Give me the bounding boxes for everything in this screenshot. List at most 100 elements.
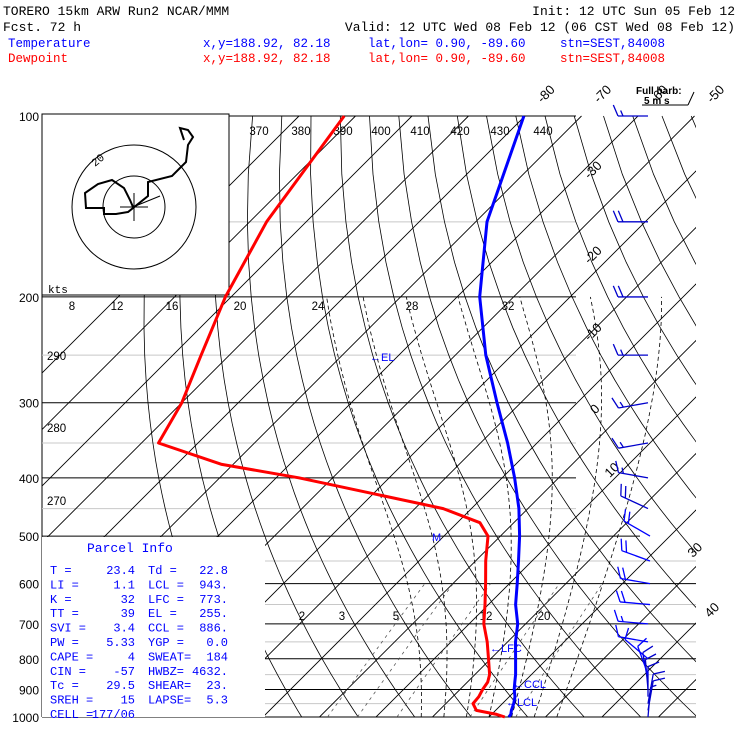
theta-label: 410: [410, 126, 429, 138]
isotherm-label: -30: [581, 158, 605, 182]
valid-time: Valid: 12 UTC Wed 08 Feb 12 (06 CST Wed …: [345, 20, 735, 35]
isotherm: [206, 226, 696, 717]
isotherm: [488, 509, 696, 717]
moist-adiabats: [326, 296, 662, 717]
wind-barb: [612, 343, 648, 356]
moist-adiabat: [457, 296, 512, 717]
isotherm: [432, 452, 696, 717]
parcel-info-cell: CIN =: [50, 665, 86, 679]
dry-adiabat: [456, 115, 696, 608]
pressure-tick-900: 900: [19, 683, 39, 697]
wind-legend-title: Full barb:: [636, 86, 682, 97]
dry-adiabat: [427, 115, 696, 663]
parcel-info-cell: 886.: [199, 622, 228, 636]
sounding-traces: [157, 115, 526, 719]
dewpoint-xy: x,y=188.92, 82.18: [203, 52, 331, 66]
wind-barb: [620, 538, 651, 562]
parcel-info-cell: 5.3: [206, 694, 228, 708]
init-time: Init: 12 UTC Sun 05 Feb 12: [532, 4, 735, 19]
parcel-info-cell: 943.: [199, 578, 228, 592]
dry-adiabat: [573, 115, 696, 386]
dewpoint-latlon: lat,lon= 0.90, -89.60: [368, 52, 526, 66]
mixing-ratio-lines: [327, 583, 603, 717]
isotherm: [375, 396, 696, 717]
parcel-info-cell: 15: [121, 694, 135, 708]
wind-barb: [615, 460, 649, 479]
theta-label: 380: [291, 126, 310, 138]
pressure-tick-200: 200: [19, 291, 39, 305]
marker-ccl: ←CCL: [513, 679, 546, 691]
parcel-info-cell: 0.0: [206, 636, 228, 650]
isotherm-label: -70: [590, 82, 614, 106]
parcel-info-cell: 29.5: [106, 679, 135, 693]
dry-adiabat: [721, 116, 740, 730]
parcel-info-cell: CAPE =: [50, 650, 93, 664]
parcel-info-cell: LCL =: [148, 578, 184, 592]
dry-adiabats: [143, 115, 740, 730]
moist-adiabat: [362, 296, 448, 717]
parcel-info-cell: T =: [50, 564, 72, 578]
isotherm-label: -20: [581, 243, 605, 267]
marker-lfc: ←LFC: [490, 643, 522, 655]
wind-barb: [620, 483, 649, 510]
parcel-info-panel: Parcel Info T = 23.4 Td = 22.8LI = 1.1 LCL = 9…: [42, 537, 265, 722]
marker-m: M: [432, 532, 441, 544]
mixing-ratio-line: [357, 583, 454, 717]
hodograph-outer-ring: [71, 144, 197, 270]
level-markers: ←EL ←LFC ←CCL ←LCL M: [370, 352, 546, 709]
theta-e-label: 20: [234, 301, 247, 313]
isotherm: [42, 115, 413, 487]
parcel-info-cell: SVI =: [50, 622, 86, 636]
dry-adiabat: [544, 115, 696, 443]
parcel-info-cell: Tc =: [50, 679, 79, 693]
moist-adiabat: [556, 296, 662, 717]
dry-adiabat: [213, 115, 359, 717]
parcel-info-cell: 773.: [199, 593, 228, 607]
wind-barb: [611, 397, 649, 409]
parcel-info-title: Parcel Info: [87, 541, 173, 556]
isotherm: [319, 339, 696, 717]
wind-barb: [615, 624, 649, 643]
wind-barb: [647, 677, 666, 711]
theta-left-label: 290: [47, 351, 66, 363]
parcel-info-cell: YGP =: [148, 636, 184, 650]
mixing-ratio-label: 5: [393, 611, 399, 623]
parcel-info-cell: 3.4: [113, 622, 135, 636]
dry-adiabat: [246, 115, 416, 717]
wind-barb: [612, 104, 648, 117]
moist-adiabat: [533, 296, 602, 717]
theta-label: 440: [533, 126, 552, 138]
parcel-info-cell: PW =: [50, 636, 79, 650]
moist-adiabat: [511, 296, 553, 717]
dry-adiabat: [690, 115, 696, 129]
parcel-info-cell: 184: [206, 650, 228, 664]
parcel-info-cell: K =: [50, 593, 72, 607]
wind-barb: [617, 566, 651, 585]
isotherm: [42, 115, 526, 600]
dry-adiabat: [339, 115, 585, 717]
hodograph-unit-label: kts: [48, 285, 68, 297]
dry-adiabat: [486, 115, 696, 554]
wind-barb: [611, 437, 649, 449]
parcel-info-cell: CELL =: [50, 708, 93, 722]
hodograph-storm-vector: [132, 195, 161, 208]
theta-label: 390: [333, 126, 352, 138]
mixing-ratio-label: 12: [480, 611, 493, 623]
dewpoint-trace: [157, 115, 506, 719]
mixing-ratio-line: [396, 583, 491, 717]
dry-adiabat: [398, 115, 696, 717]
parcel-info-cell: HWBZ=: [148, 665, 184, 679]
mixing-ratio-label: 20: [538, 611, 551, 623]
hodograph: 20 kts: [41, 113, 230, 297]
dry-adiabat: [515, 115, 696, 499]
theta-label: 400: [371, 126, 390, 138]
isotherm: [601, 622, 696, 717]
parcel-info-cell: CCL =: [148, 622, 184, 636]
theta-e-label: 12: [111, 301, 124, 313]
isotherm: [42, 115, 469, 544]
wind-barb: [612, 285, 648, 298]
parcel-info-cell: 22.8: [199, 564, 228, 578]
theta-left-label: 280: [47, 423, 66, 435]
temperature-trace: [478, 115, 526, 718]
parcel-info-cell: 255.: [199, 607, 228, 621]
